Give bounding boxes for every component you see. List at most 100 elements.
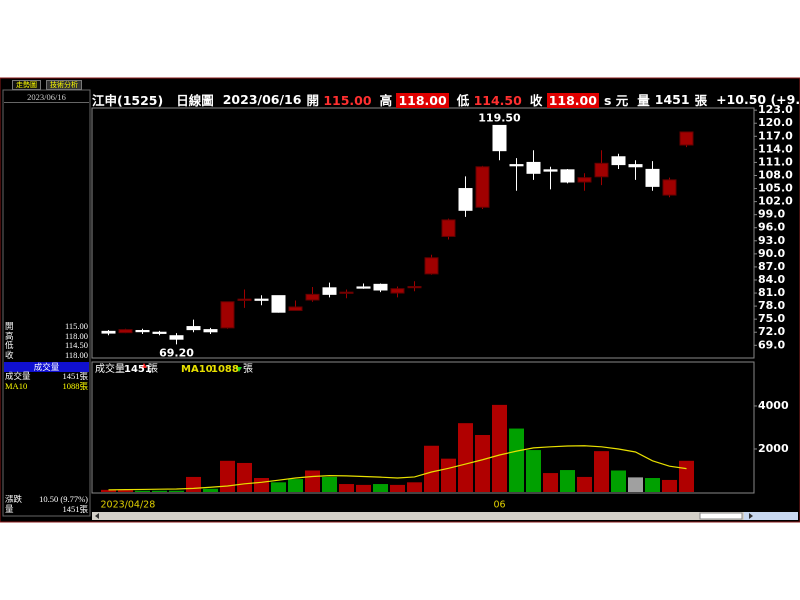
candle-body bbox=[441, 219, 456, 237]
volume-bar bbox=[220, 460, 235, 492]
candle-body bbox=[288, 306, 303, 311]
tab[interactable]: 技術分析 bbox=[46, 80, 82, 90]
candle-body bbox=[645, 168, 660, 187]
row-label: 收 bbox=[5, 349, 14, 360]
y-tick-label: 120.0 bbox=[758, 116, 793, 129]
candle-body bbox=[526, 161, 541, 174]
candle-body bbox=[611, 156, 626, 166]
row-label: 量 bbox=[5, 503, 14, 514]
high-label: 119.50 bbox=[478, 111, 521, 124]
row-value: 118.00 bbox=[64, 330, 88, 341]
legend-value: 1088 bbox=[211, 364, 239, 375]
y-tick-label: 114.0 bbox=[758, 142, 793, 155]
down-arrow bbox=[236, 367, 242, 372]
tab[interactable]: 走勢圖 bbox=[12, 80, 41, 90]
legend-unit: 張 bbox=[243, 363, 253, 375]
field-value: 114.50 bbox=[473, 92, 522, 108]
volume-bar bbox=[458, 423, 473, 492]
y-tick-label: 90.0 bbox=[758, 247, 785, 260]
volume-bar bbox=[186, 476, 201, 492]
volume-bar bbox=[628, 477, 643, 492]
scroll-left[interactable] bbox=[95, 513, 99, 519]
sidebar-frame bbox=[2, 89, 91, 517]
candle-body bbox=[577, 177, 592, 183]
y-tick-label: 84.0 bbox=[758, 273, 785, 286]
candle-body bbox=[220, 301, 235, 329]
x-tick-label: 06 bbox=[493, 500, 505, 511]
y-tick-label: 4000 bbox=[758, 399, 789, 412]
row-value: 114.50 bbox=[64, 340, 88, 350]
candle-body bbox=[356, 286, 371, 289]
volume-bar bbox=[373, 484, 388, 492]
field: 低 114.50 bbox=[457, 90, 522, 109]
sidebar-volume: 成交量 1451張 MA10 1088張 bbox=[5, 371, 88, 391]
candle-body bbox=[339, 291, 354, 294]
volume-bar bbox=[322, 476, 337, 492]
volume: 1451 bbox=[654, 91, 690, 107]
volume-bar bbox=[611, 470, 626, 492]
unit: s 元 bbox=[603, 92, 629, 108]
volume-bar bbox=[305, 470, 320, 492]
candle-body bbox=[662, 179, 677, 196]
y-tick-label: 123.0 bbox=[758, 103, 793, 116]
scrollbar[interactable] bbox=[92, 512, 798, 520]
y-tick-label: 75.0 bbox=[758, 312, 785, 325]
volume-bar bbox=[101, 489, 116, 492]
window bbox=[0, 77, 800, 523]
low-label: 69.20 bbox=[159, 346, 194, 359]
row-label: 漲跌 bbox=[5, 494, 23, 504]
candle-body bbox=[135, 329, 150, 333]
legend-unit: 張 bbox=[148, 363, 158, 375]
volume-bar bbox=[271, 482, 286, 492]
legend-value: 1451 bbox=[124, 364, 152, 375]
legend-name: MA10 bbox=[181, 364, 213, 375]
row: 量 1451張 bbox=[5, 503, 88, 515]
row: 低 114.50 bbox=[5, 340, 88, 351]
candle-body bbox=[492, 124, 507, 152]
row: 收 118.00 bbox=[5, 349, 88, 361]
zoom-buttons[interactable] bbox=[744, 512, 798, 520]
y-tick-label: 93.0 bbox=[758, 234, 785, 247]
volume-frame bbox=[91, 361, 755, 494]
volume-bar bbox=[645, 478, 660, 492]
y-tick-label: 81.0 bbox=[758, 286, 785, 299]
legend-name: 成交量 bbox=[95, 362, 125, 375]
volume-bar bbox=[390, 484, 405, 492]
sidebar-date: 2023/06/16 bbox=[4, 92, 89, 103]
row-label: 高 bbox=[5, 330, 14, 341]
row: 漲跌 10.50 (9.77%) bbox=[5, 494, 88, 505]
y-tick-label: 117.0 bbox=[758, 129, 793, 142]
candle-body bbox=[390, 288, 405, 294]
candle-body bbox=[475, 166, 490, 208]
y-tick-label: 111.0 bbox=[758, 155, 793, 168]
row-label: MA10 bbox=[5, 380, 28, 391]
scroll-thumb[interactable] bbox=[699, 512, 743, 520]
volume-label: 量 bbox=[637, 92, 650, 108]
up-arrow bbox=[141, 363, 147, 368]
candle-body bbox=[254, 298, 269, 301]
field-label: 低 bbox=[456, 92, 470, 108]
sidebar-quote: 開 115.00 高 118.00 低 114.50 收 118.00 bbox=[5, 321, 88, 361]
y-tick-label: 87.0 bbox=[758, 260, 785, 273]
candle-body bbox=[424, 257, 439, 275]
change: +10.50 (+9.77%) bbox=[716, 91, 800, 107]
volume-bar bbox=[356, 484, 371, 492]
volume-bar bbox=[254, 478, 269, 492]
candle-body bbox=[152, 331, 167, 334]
candle-body bbox=[679, 131, 694, 146]
volume-bar bbox=[118, 489, 133, 492]
x-tick-label: 2023/04/28 bbox=[101, 500, 156, 511]
volume-bar bbox=[339, 484, 354, 492]
candle-body bbox=[186, 326, 201, 331]
candle-body bbox=[169, 335, 184, 340]
volume-bar bbox=[169, 490, 184, 492]
y-tick-label: 69.0 bbox=[758, 338, 785, 351]
scroll-right[interactable] bbox=[749, 513, 753, 519]
y-tick-label: 99.0 bbox=[758, 208, 785, 221]
volume-bar bbox=[679, 460, 694, 492]
candle-body bbox=[458, 188, 473, 211]
field: 高 118.00 bbox=[380, 90, 449, 109]
volume-bar bbox=[135, 490, 150, 492]
